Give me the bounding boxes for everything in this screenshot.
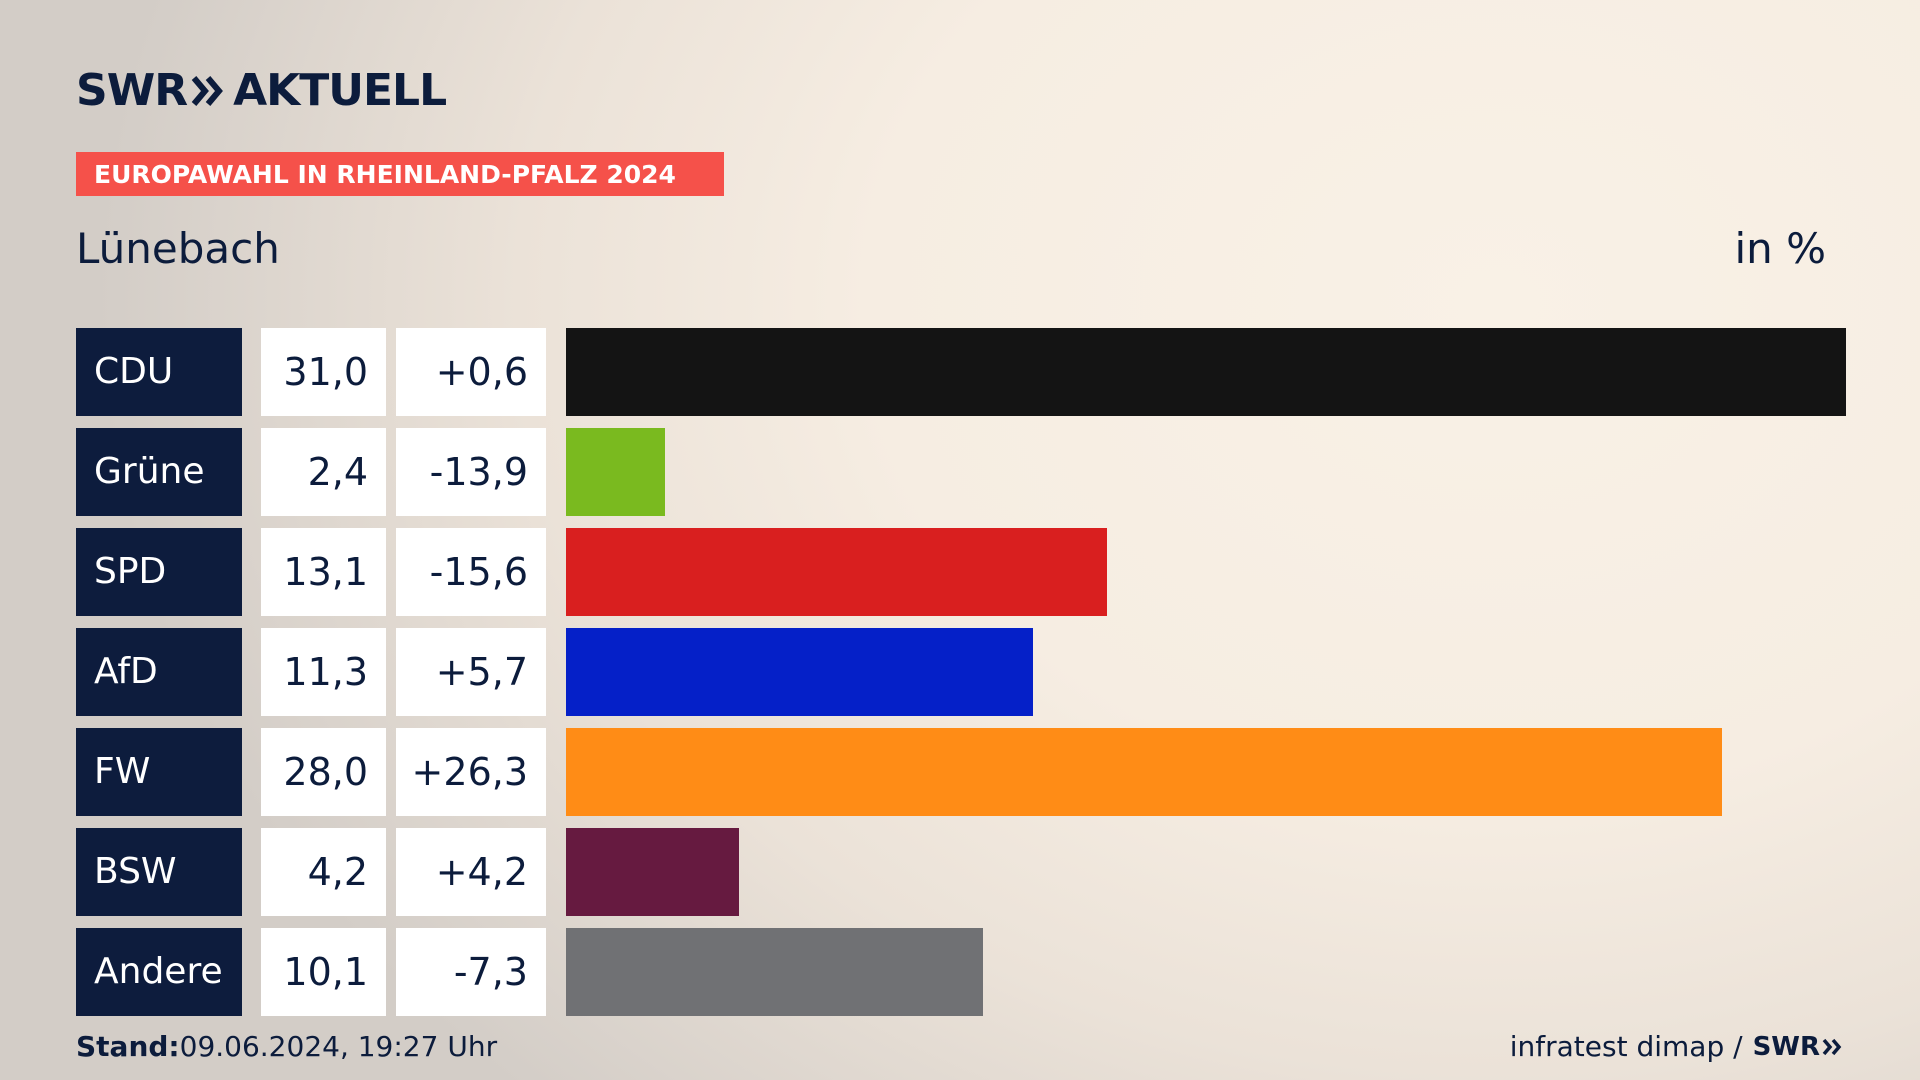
result-row: FW 28,0 +26,3 bbox=[76, 728, 1846, 816]
result-row: SPD 13,1 -15,6 bbox=[76, 528, 1846, 616]
stand-label: Stand: bbox=[76, 1030, 180, 1063]
logo-product-text: AKTUELL bbox=[233, 65, 447, 116]
double-chevron-icon bbox=[191, 76, 224, 106]
vote-share-bar bbox=[566, 928, 983, 1016]
source-credit: infratest dimap / SWR bbox=[1510, 1030, 1844, 1064]
swr-small-logo-text: SWR bbox=[1752, 1032, 1820, 1062]
party-label: BSW bbox=[76, 828, 242, 916]
party-label: CDU bbox=[76, 328, 242, 416]
vote-share-value: 2,4 bbox=[261, 428, 386, 516]
vote-share-value: 11,3 bbox=[261, 628, 386, 716]
result-row: Andere 10,1 -7,3 bbox=[76, 928, 1846, 1016]
results-chart: CDU 31,0 +0,6 Grüne 2,4 -13,9 SPD 13,1 -15,6 AfD 1… bbox=[76, 328, 1846, 1028]
vote-share-value: 10,1 bbox=[261, 928, 386, 1016]
vote-share-value: 13,1 bbox=[261, 528, 386, 616]
vote-share-bar bbox=[566, 428, 665, 516]
result-row: CDU 31,0 +0,6 bbox=[76, 328, 1846, 416]
vote-share-change: +4,2 bbox=[396, 828, 546, 916]
stand-value: 09.06.2024, 19:27 Uhr bbox=[179, 1030, 498, 1063]
vote-share-value: 31,0 bbox=[261, 328, 386, 416]
vote-share-bar bbox=[566, 328, 1846, 416]
vote-share-change: +26,3 bbox=[396, 728, 546, 816]
vote-share-change: -15,6 bbox=[396, 528, 546, 616]
vote-share-bar bbox=[566, 728, 1722, 816]
vote-share-bar bbox=[566, 828, 739, 916]
vote-share-bar bbox=[566, 628, 1033, 716]
vote-share-change: +5,7 bbox=[396, 628, 546, 716]
result-row: BSW 4,2 +4,2 bbox=[76, 828, 1846, 916]
vote-share-change: +0,6 bbox=[396, 328, 546, 416]
vote-share-bar bbox=[566, 528, 1107, 616]
election-banner-text: EUROPAWAHL IN RHEINLAND-PFALZ 2024 bbox=[94, 159, 676, 189]
source-text: infratest dimap / bbox=[1509, 1030, 1743, 1063]
party-label: SPD bbox=[76, 528, 242, 616]
party-label: Andere bbox=[76, 928, 242, 1016]
vote-share-change: -13,9 bbox=[396, 428, 546, 516]
party-label: Grüne bbox=[76, 428, 242, 516]
swr-aktuell-logo: SWR AKTUELL bbox=[76, 65, 447, 116]
timestamp: Stand:09.06.2024, 19:27 Uhr bbox=[76, 1030, 497, 1064]
election-banner: EUROPAWAHL IN RHEINLAND-PFALZ 2024 bbox=[76, 152, 724, 196]
logo-brand-text: SWR bbox=[76, 65, 188, 116]
vote-share-value: 28,0 bbox=[261, 728, 386, 816]
vote-share-change: -7,3 bbox=[396, 928, 546, 1016]
small-double-chevron-icon bbox=[1822, 1038, 1842, 1056]
municipality-title: Lünebach bbox=[76, 224, 280, 273]
result-row: Grüne 2,4 -13,9 bbox=[76, 428, 1846, 516]
party-label: FW bbox=[76, 728, 242, 816]
party-label: AfD bbox=[76, 628, 242, 716]
vote-share-value: 4,2 bbox=[261, 828, 386, 916]
swr-small-logo: SWR bbox=[1753, 1030, 1844, 1064]
result-row: AfD 11,3 +5,7 bbox=[76, 628, 1846, 716]
unit-label: in % bbox=[1734, 224, 1826, 273]
